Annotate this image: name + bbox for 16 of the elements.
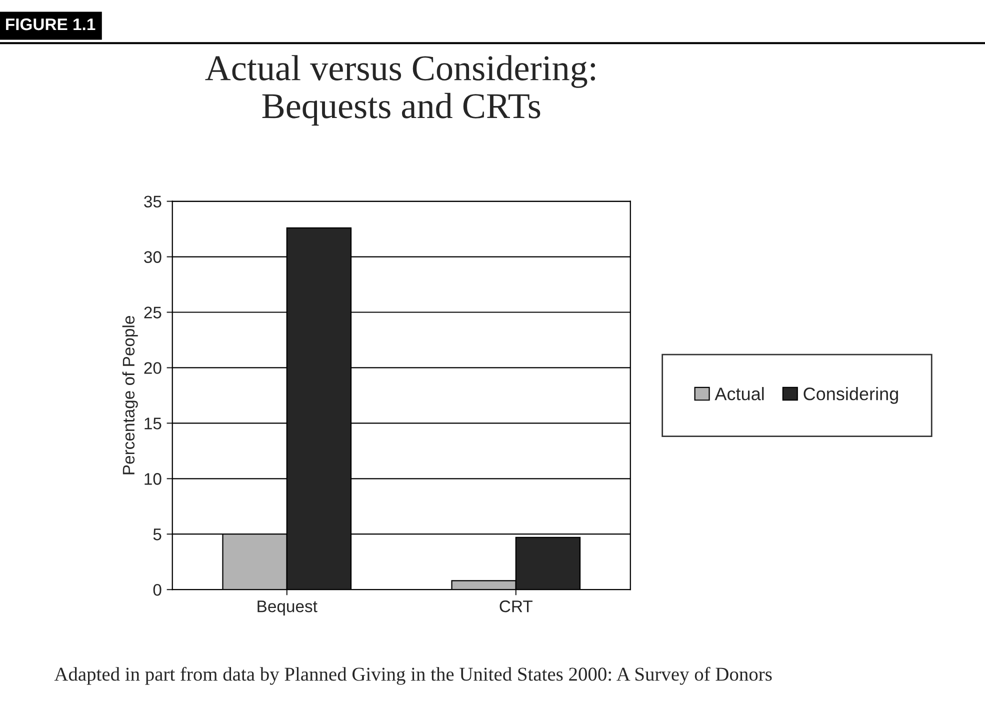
- y-axis-title: Percentage of People: [122, 316, 138, 474]
- text: Adapted in part from data by Planned Giving in the United States 2000: A Survey of Donors: [54, 666, 772, 685]
- y-tick-label: 0: [153, 584, 162, 596]
- y-tick-label: 5: [153, 528, 162, 540]
- y-tick-label: 25: [144, 306, 162, 318]
- x-tick-label: Bequest: [258, 600, 318, 616]
- y-tick-label: 30: [144, 251, 162, 263]
- y-tick-label: 35: [144, 196, 162, 208]
- y-tick-label: 15: [144, 418, 162, 430]
- x-tick-label: CRT: [500, 600, 532, 612]
- y-tick-label: 10: [144, 473, 162, 485]
- caption: FIGURE 1.1: [6, 18, 96, 30]
- legend-label: Actual: [714, 387, 764, 400]
- chart-title: Actual versus Considering: Bequests and CRTs: [205, 55, 596, 126]
- y-tick-label: 20: [144, 362, 162, 374]
- legend-label: Considering: [804, 387, 898, 404]
